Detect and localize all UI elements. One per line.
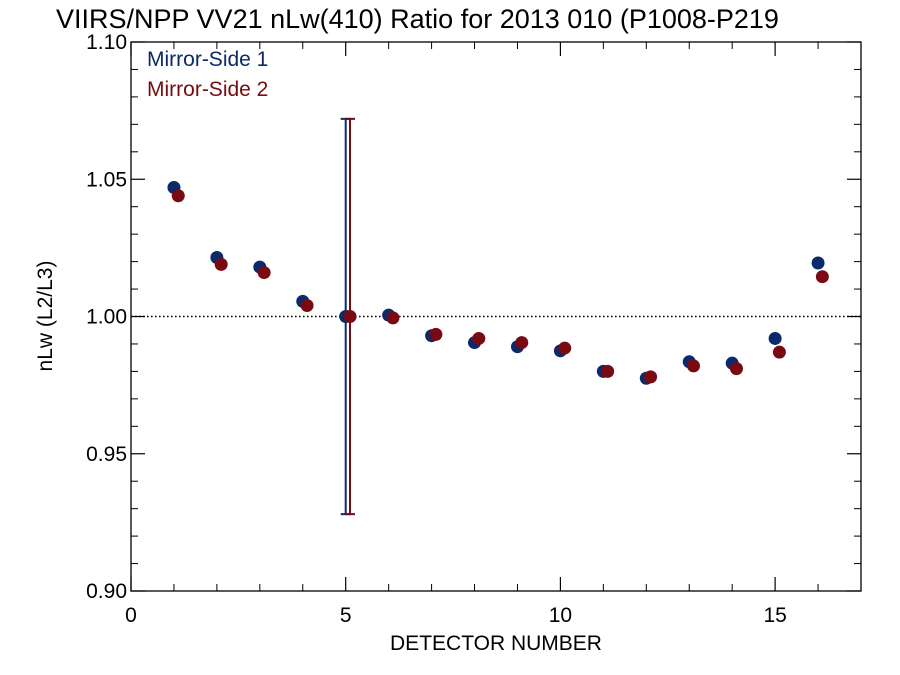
data-point-series-2 bbox=[386, 311, 400, 325]
data-point-series-2 bbox=[644, 370, 658, 384]
y-tick-label: 0.95 bbox=[86, 443, 127, 466]
data-point-series-2 bbox=[729, 362, 743, 376]
data-point-series-2 bbox=[687, 359, 701, 373]
data-point-series-1 bbox=[768, 331, 782, 345]
data-point-series-2 bbox=[429, 327, 443, 341]
data-point-series-2 bbox=[300, 299, 314, 313]
y-tick-label: 1.05 bbox=[86, 168, 127, 191]
data-point-series-2 bbox=[515, 336, 529, 350]
legend: Mirror-Side 1 Mirror-Side 2 bbox=[147, 48, 268, 101]
data-point-series-2 bbox=[815, 270, 829, 284]
y-tick-label: 0.90 bbox=[86, 580, 127, 603]
legend-mirror-side-2: Mirror-Side 2 bbox=[147, 78, 268, 101]
data-point-series-2 bbox=[472, 331, 486, 345]
y-axis-label: nLw (L2/L3) bbox=[34, 261, 57, 372]
x-tick-label: 15 bbox=[763, 604, 786, 627]
y-tick-label: 1.00 bbox=[86, 306, 127, 329]
x-tick-label: 5 bbox=[340, 604, 352, 627]
data-layer bbox=[167, 117, 829, 516]
plot-frame bbox=[130, 41, 862, 592]
data-point-series-2 bbox=[171, 189, 185, 203]
data-point-series-1 bbox=[811, 256, 825, 270]
x-tick-label: 0 bbox=[125, 604, 137, 627]
data-point-series-2 bbox=[257, 266, 271, 280]
x-tick-label: 10 bbox=[549, 604, 572, 627]
x-axis-label: DETECTOR NUMBER bbox=[390, 632, 602, 655]
data-point-series-2 bbox=[343, 310, 357, 323]
plot-area: 0 5 10 15 0.90 0.95 1.00 1.05 1.10 bbox=[86, 31, 861, 627]
legend-mirror-side-1: Mirror-Side 1 bbox=[147, 48, 268, 71]
data-point-series-2 bbox=[601, 364, 615, 378]
data-point-series-2 bbox=[772, 345, 786, 359]
y-tick-label: 1.10 bbox=[86, 31, 127, 54]
data-point-series-2 bbox=[214, 257, 228, 271]
chart-title: VIIRS/NPP VV21 nLw(410) Ratio for 2013 0… bbox=[56, 4, 779, 34]
data-point-series-2 bbox=[558, 341, 572, 355]
